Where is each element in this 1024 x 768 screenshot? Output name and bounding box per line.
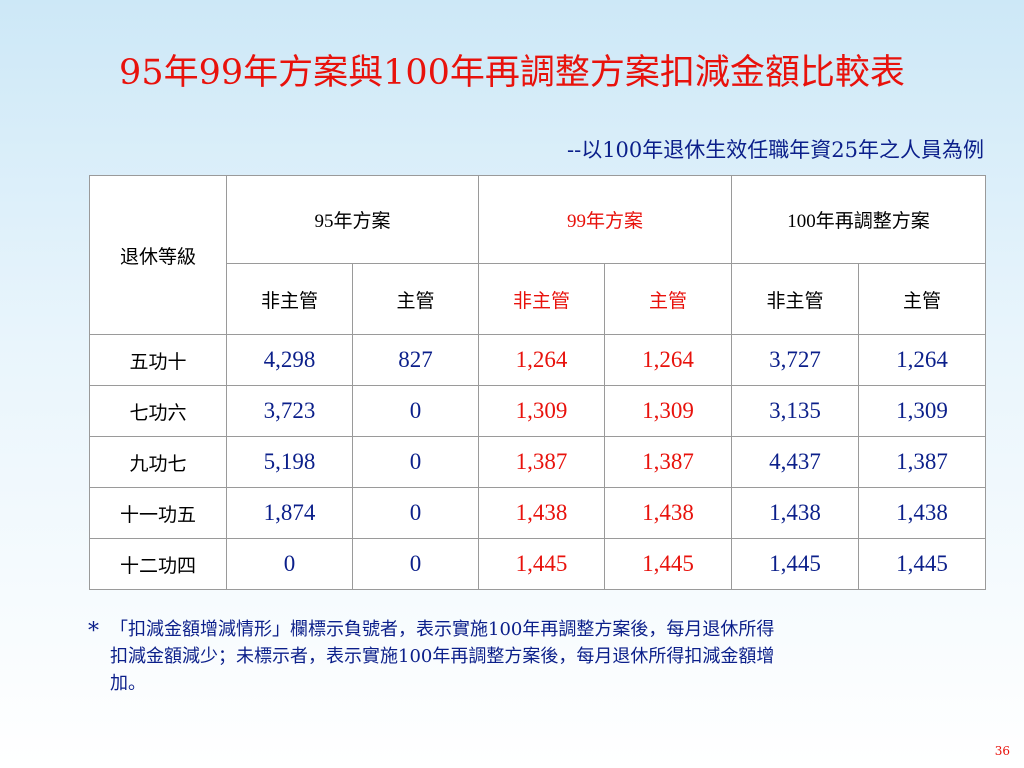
- grade-cell: 五功十: [89, 334, 227, 386]
- grade-cell: 九功七: [89, 436, 227, 488]
- subheader-100-non-manager: 非主管: [731, 263, 860, 335]
- value-cell: 1,309: [858, 385, 987, 437]
- value-cell: 1,309: [478, 385, 606, 437]
- value-cell: 3,135: [731, 385, 860, 437]
- value-cell: 0: [351, 538, 480, 590]
- table-row: 七功六 3,723 0 1,309 1,309 3,135 1,309: [89, 385, 987, 437]
- value-cell: 1,264: [858, 334, 987, 386]
- subheader-99-manager: 主管: [604, 263, 733, 335]
- page-title: 95年99年方案與100年再調整方案扣減金額比較表: [119, 53, 905, 93]
- footnote-marker: *: [88, 619, 99, 644]
- value-cell: 1,874: [226, 487, 353, 539]
- group-header-95: 95年方案: [225, 175, 480, 264]
- value-cell: 0: [351, 385, 480, 437]
- table-row: 九功七 5,198 0 1,387 1,387 4,437 1,387: [89, 436, 987, 488]
- grade-cell: 十一功五: [89, 487, 227, 539]
- page-number: 36: [994, 744, 1010, 758]
- value-cell: 0: [351, 487, 480, 539]
- table-row: 五功十 4,298 827 1,264 1,264 3,727 1,264: [89, 334, 987, 386]
- value-cell: 1,445: [731, 538, 860, 590]
- footnote-line: 「扣減金額增減情形」欄標示負號者，表示實施100年再調整方案後，每月退休所得: [110, 619, 775, 640]
- subheader-95-non-manager: 非主管: [226, 263, 353, 335]
- subheader-100-manager: 主管: [858, 263, 987, 335]
- value-cell: 1,264: [478, 334, 606, 386]
- comparison-table: 退休等級 95年方案 99年方案 100年再調整方案 非主管 主管 非主管 主管…: [89, 175, 987, 590]
- value-cell: 1,438: [478, 487, 606, 539]
- value-cell: 1,445: [858, 538, 987, 590]
- footnote-line: 扣減金額減少；未標示者，表示實施100年再調整方案後，每月退休所得扣減金額增: [110, 646, 775, 667]
- value-cell: 1,438: [731, 487, 860, 539]
- value-cell: 0: [351, 436, 480, 488]
- value-cell: 3,723: [226, 385, 353, 437]
- footnote-line: 加。: [110, 673, 146, 694]
- value-cell: 827: [351, 334, 480, 386]
- group-header-100: 100年再調整方案: [731, 175, 987, 264]
- footnote: * 「扣減金額增減情形」欄標示負號者，表示實施100年再調整方案後，每月退休所得…: [88, 616, 968, 697]
- group-header-99: 99年方案: [478, 175, 733, 264]
- table-row: 十二功四 0 0 1,445 1,445 1,445 1,445: [89, 538, 987, 590]
- value-cell: 1,445: [478, 538, 606, 590]
- value-cell: 1,264: [604, 334, 733, 386]
- table-row: 十一功五 1,874 0 1,438 1,438 1,438 1,438: [89, 487, 987, 539]
- subheader-99-non-manager: 非主管: [478, 263, 606, 335]
- subheader-95-manager: 主管: [351, 263, 480, 335]
- page-subtitle: --以100年退休生效任職年資25年之人員為例: [567, 138, 984, 162]
- value-cell: 1,438: [604, 487, 733, 539]
- table-header-row: 退休等級 95年方案 99年方案 100年再調整方案: [89, 175, 987, 335]
- value-cell: 1,438: [858, 487, 987, 539]
- value-cell: 0: [226, 538, 353, 590]
- value-cell: 1,445: [604, 538, 733, 590]
- grade-cell: 十二功四: [89, 538, 227, 590]
- value-cell: 4,437: [731, 436, 860, 488]
- grade-cell: 七功六: [89, 385, 227, 437]
- value-cell: 1,387: [478, 436, 606, 488]
- value-cell: 1,309: [604, 385, 733, 437]
- table-subheader-row: 非主管 主管 非主管 主管 非主管 主管: [90, 263, 987, 335]
- value-cell: 5,198: [226, 436, 353, 488]
- grade-column-header: 退休等級: [89, 175, 227, 335]
- value-cell: 3,727: [731, 334, 860, 386]
- value-cell: 1,387: [604, 436, 733, 488]
- value-cell: 1,387: [858, 436, 987, 488]
- value-cell: 4,298: [226, 334, 353, 386]
